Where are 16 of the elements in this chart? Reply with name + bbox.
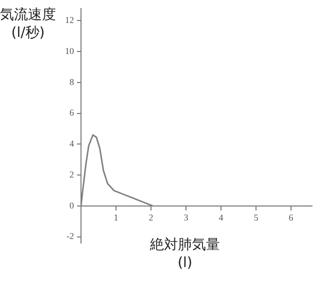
- y-tick-label: 2: [70, 169, 74, 180]
- y-tick-label: 12: [65, 15, 74, 26]
- y-tick-label: 8: [70, 76, 74, 87]
- y-tick-label: 4: [70, 138, 74, 149]
- y-tick-label: 0: [70, 200, 74, 210]
- x-tick-label: 3: [184, 212, 189, 223]
- y-tick-label: 6: [70, 108, 74, 118]
- x-tick-label: 2: [148, 212, 154, 223]
- x-tick-label: 6: [288, 212, 294, 223]
- y-tick-label: 10: [65, 46, 74, 56]
- x-tick-label: 5: [254, 212, 259, 223]
- x-tick-label: 1: [114, 212, 118, 223]
- x-tick-label: 4: [218, 212, 224, 223]
- y-axis-title: 気流速度 (l/秒): [0, 6, 56, 42]
- y-tick-label: -2: [66, 231, 74, 242]
- x-axis-title: 絶対肺気量 (l): [150, 236, 220, 272]
